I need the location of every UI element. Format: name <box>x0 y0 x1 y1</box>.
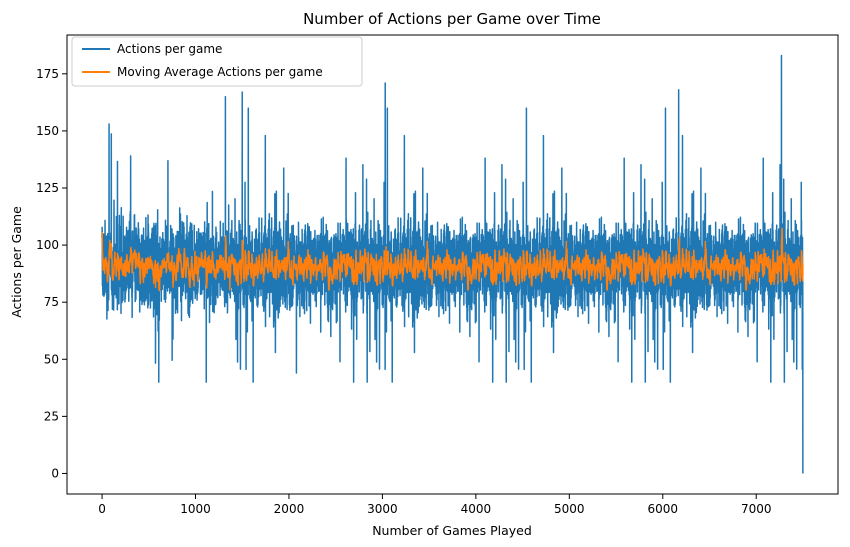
y-axis: 0 25 50 75 100 125 150 175 <box>36 67 67 480</box>
x-tick-label: 2000 <box>274 502 305 516</box>
y-tick-label: 75 <box>44 295 59 309</box>
y-axis-label: Actions per Game <box>9 206 24 318</box>
x-tick-label: 5000 <box>554 502 585 516</box>
x-tick-label: 0 <box>98 502 106 516</box>
y-tick-label: 100 <box>36 238 59 252</box>
plot-frame <box>66 34 839 495</box>
y-tick-label: 175 <box>36 67 59 81</box>
plot-area <box>66 34 839 495</box>
y-tick-label: 0 <box>51 466 59 480</box>
y-tick-label: 50 <box>44 352 59 366</box>
y-tick-label: 25 <box>44 409 59 423</box>
x-axis: 0 1000 2000 3000 4000 5000 6000 7000 <box>98 494 772 516</box>
series-line-actions <box>101 54 804 474</box>
series-line-moving-average <box>101 227 804 292</box>
legend: Actions per game Moving Average Actions … <box>71 36 363 87</box>
x-tick-label: 1000 <box>180 502 211 516</box>
x-tick-label: 6000 <box>647 502 678 516</box>
x-tick-label: 4000 <box>461 502 492 516</box>
legend-frame <box>71 36 363 87</box>
x-tick-label: 7000 <box>741 502 772 516</box>
y-tick-label: 125 <box>36 181 59 195</box>
legend-label-moving-average: Moving Average Actions per game <box>117 65 323 79</box>
chart-title: Number of Actions per Game over Time <box>303 10 601 28</box>
legend-label-actions: Actions per game <box>117 42 222 56</box>
y-tick-label: 150 <box>36 124 59 138</box>
x-axis-label: Number of Games Played <box>372 523 532 538</box>
x-tick-label: 3000 <box>367 502 398 516</box>
